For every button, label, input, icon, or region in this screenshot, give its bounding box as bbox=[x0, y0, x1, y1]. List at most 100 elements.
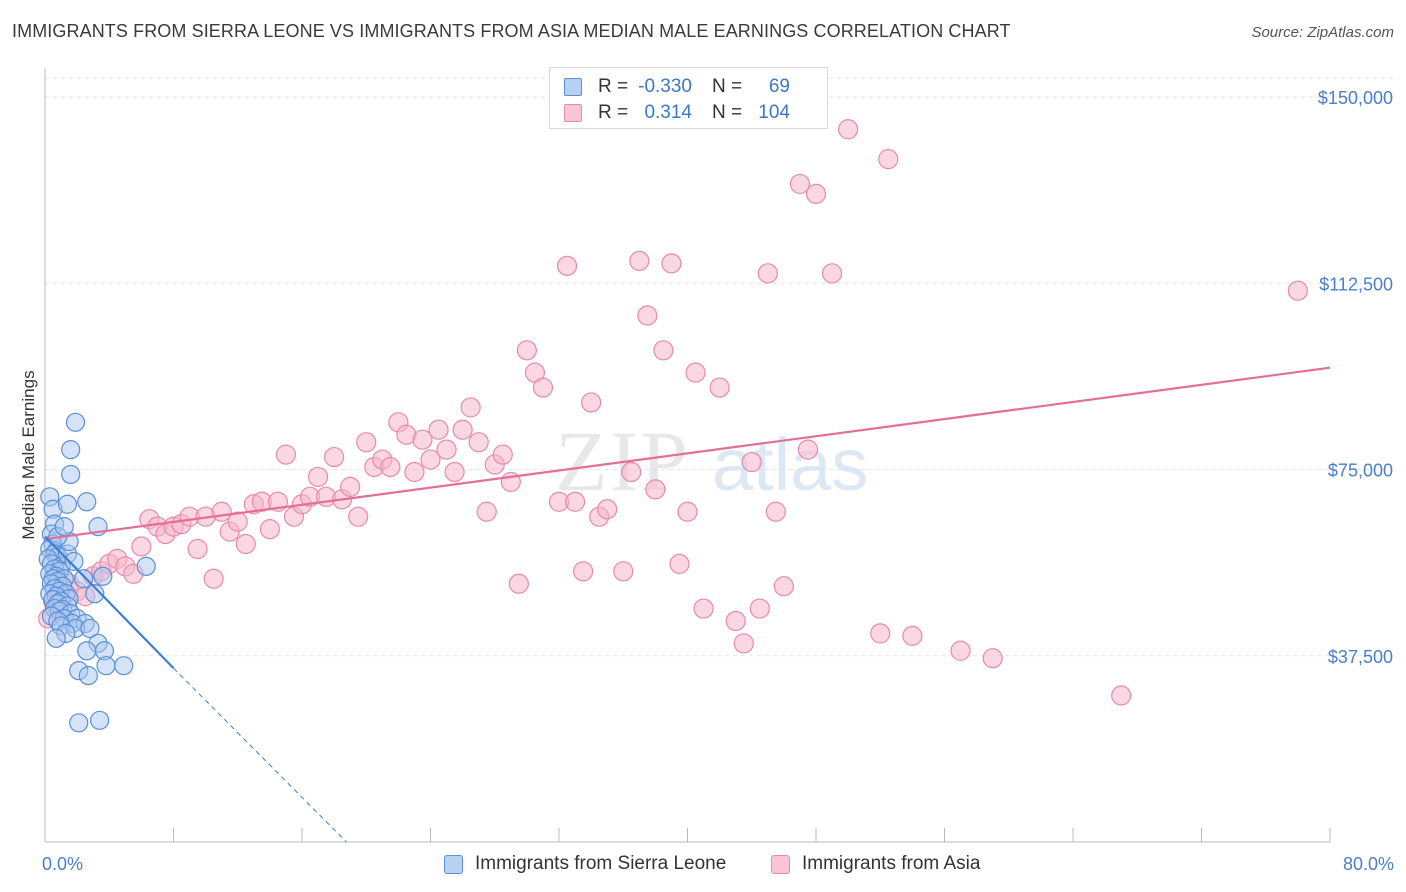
data-point-asia bbox=[797, 439, 819, 460]
watermark-atlas: atlas bbox=[712, 423, 868, 506]
trend-line-sierra-leone bbox=[44, 535, 175, 669]
data-point-asia bbox=[950, 640, 971, 661]
x-tick-label-left: 0.0% bbox=[42, 854, 83, 874]
data-point-sierra-leone bbox=[96, 656, 116, 676]
data-point-sierra-leone bbox=[61, 464, 81, 485]
legend-n-label: N = bbox=[712, 76, 743, 97]
data-point-sierra-leone bbox=[64, 551, 84, 571]
data-point-asia bbox=[508, 573, 529, 594]
data-point-asia bbox=[821, 263, 843, 284]
data-point-asia bbox=[476, 501, 497, 522]
data-point-sierra-leone bbox=[93, 566, 113, 586]
data-point-asia bbox=[492, 444, 513, 465]
data-point-asia bbox=[187, 538, 208, 560]
legend-n-value: 104 bbox=[758, 102, 790, 123]
legend-r-value: 0.314 bbox=[644, 102, 692, 123]
data-point-asia bbox=[203, 568, 224, 589]
data-point-asia bbox=[749, 598, 770, 619]
data-point-asia bbox=[131, 536, 152, 557]
data-point-asia bbox=[468, 432, 489, 453]
data-point-asia bbox=[235, 533, 256, 555]
data-point-asia bbox=[324, 446, 345, 468]
legend-row-asia: R = 0.314 N = 104 bbox=[564, 101, 790, 125]
data-point-asia bbox=[789, 173, 811, 195]
data-point-asia bbox=[725, 610, 746, 632]
data-point-sierra-leone bbox=[85, 584, 105, 604]
data-point-sierra-leone bbox=[78, 666, 98, 686]
data-point-asia bbox=[452, 419, 473, 440]
data-point-sierra-leone bbox=[61, 440, 81, 460]
data-point-sierra-leone bbox=[54, 517, 74, 537]
data-point-asia bbox=[878, 148, 899, 170]
y-tick-label: $150,000 bbox=[1318, 88, 1393, 108]
data-point-asia bbox=[227, 511, 248, 532]
data-point-asia bbox=[404, 461, 425, 483]
data-point-asia bbox=[340, 476, 361, 497]
legend-row-sierra-leone: R = -0.330 N = 69 bbox=[564, 75, 790, 99]
data-point-asia bbox=[661, 253, 682, 274]
bottom-legend-swatch-pink bbox=[771, 854, 790, 874]
data-point-asia bbox=[532, 377, 554, 398]
data-point-asia bbox=[444, 461, 465, 483]
data-point-asia bbox=[653, 340, 674, 361]
correlation-legend: R = -0.330 N = 69 R = 0.314 N = 104 bbox=[549, 67, 828, 129]
trend-lines bbox=[44, 366, 1331, 843]
trend-line-asia bbox=[44, 366, 1331, 541]
data-point-asia bbox=[613, 561, 634, 582]
legend-swatch-pink bbox=[564, 104, 582, 122]
data-point-asia bbox=[838, 119, 859, 140]
data-point-sierra-leone bbox=[73, 569, 94, 589]
tick-labels: $37,500 $75,000 $112,500 $150,000 0.0% 80.0% bbox=[42, 88, 1394, 874]
legend-r-label: R = bbox=[598, 102, 629, 123]
data-point-sierra-leone bbox=[65, 412, 86, 432]
data-point-asia bbox=[516, 340, 537, 361]
bottom-legend-swatch-blue bbox=[444, 854, 463, 874]
data-point-asia bbox=[412, 429, 433, 450]
data-point-asia bbox=[637, 305, 658, 326]
x-tick-label-right: 80.0% bbox=[1343, 854, 1394, 874]
legend-r-value: -0.330 bbox=[638, 76, 692, 97]
legend-swatch-blue bbox=[564, 78, 582, 96]
trend-line-sierra-leone-extension bbox=[173, 667, 347, 843]
data-point-asia bbox=[259, 518, 280, 540]
data-point-asia bbox=[669, 553, 690, 574]
data-point-asia bbox=[757, 263, 778, 284]
bottom-legend-sierra-leone: Immigrants from Sierra Leone bbox=[444, 852, 726, 876]
data-point-asia bbox=[645, 479, 666, 500]
bottom-legend-asia: Immigrants from Asia bbox=[771, 852, 980, 876]
watermark: ZIP atlas bbox=[555, 413, 868, 509]
data-point-asia bbox=[773, 576, 794, 597]
data-point-asia bbox=[677, 501, 698, 522]
data-point-asia bbox=[597, 499, 618, 520]
data-point-asia bbox=[420, 449, 441, 470]
bottom-legend-label: Immigrants from Asia bbox=[802, 853, 981, 874]
data-point-asia bbox=[902, 625, 923, 646]
data-point-asia bbox=[556, 255, 578, 276]
data-point-asia bbox=[275, 444, 297, 465]
legend-r-label: R = bbox=[598, 76, 629, 97]
source-label: Source: ZipAtlas.com bbox=[1251, 24, 1394, 41]
data-point-asia bbox=[460, 397, 481, 418]
data-point-sierra-leone bbox=[77, 492, 97, 512]
series-sierra-leone-points bbox=[38, 412, 156, 733]
y-tick-label: $75,000 bbox=[1328, 461, 1393, 481]
data-point-asia bbox=[348, 506, 369, 527]
chart-title: IMMIGRANTS FROM SIERRA LEONE VS IMMIGRAN… bbox=[12, 21, 1011, 41]
data-point-asia bbox=[629, 250, 650, 271]
data-point-sierra-leone bbox=[57, 494, 78, 514]
legend-n-value: 69 bbox=[768, 76, 790, 97]
data-point-asia bbox=[1287, 280, 1308, 301]
data-point-asia bbox=[564, 491, 586, 512]
data-point-sierra-leone bbox=[46, 628, 66, 648]
data-point-sierra-leone bbox=[136, 556, 156, 576]
data-point-asia bbox=[380, 456, 401, 478]
legend-n-label: N = bbox=[712, 102, 743, 123]
data-point-asia bbox=[693, 598, 714, 619]
data-point-asia bbox=[709, 377, 730, 398]
axes bbox=[44, 68, 1331, 843]
data-point-asia bbox=[805, 183, 827, 204]
data-point-asia bbox=[356, 432, 377, 453]
data-point-asia bbox=[428, 419, 449, 440]
bottom-legend-label: Immigrants from Sierra Leone bbox=[475, 853, 727, 874]
